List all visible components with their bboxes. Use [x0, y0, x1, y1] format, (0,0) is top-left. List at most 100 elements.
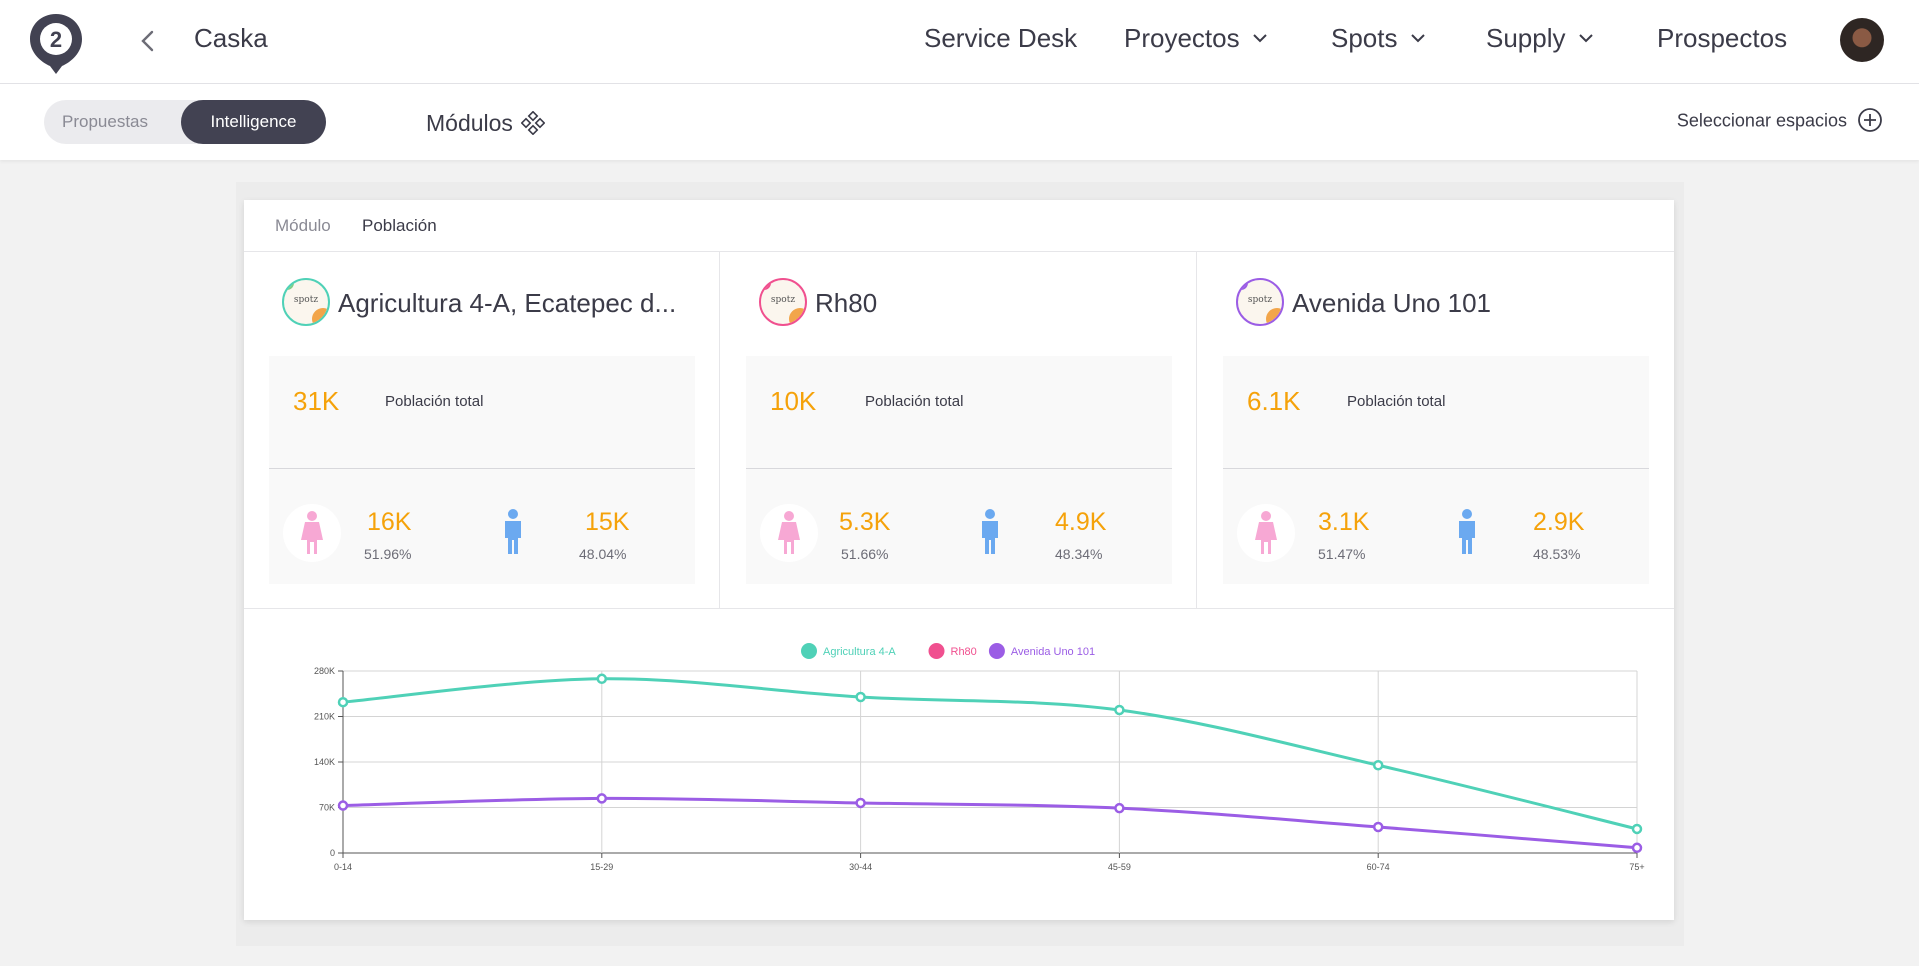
male-icon [1451, 504, 1483, 562]
data-point [1372, 821, 1384, 833]
female-icon [760, 504, 818, 562]
site-name: Rh80 [815, 288, 878, 318]
brand-logo-icon[interactable]: 2 [28, 12, 84, 76]
top-navbar: 2 Caska Service Desk Proyectos Spots Sup… [0, 0, 1919, 84]
select-spaces-button[interactable]: Seleccionar espacios [1676, 108, 1883, 133]
male-value: 15K [585, 508, 630, 536]
modules-icon [520, 110, 546, 136]
x-tick-label: 15-29 [590, 862, 613, 872]
total-population-value: 31K [293, 386, 340, 416]
male-percent: 48.34% [1055, 546, 1103, 562]
data-point [596, 793, 608, 804]
legend-label: Rh80 [951, 646, 977, 658]
add-circle-icon [1858, 108, 1882, 132]
total-population-label: Población total [1347, 393, 1446, 410]
male-value: 4.9K [1055, 508, 1107, 536]
site-logo-text: spotz [293, 295, 319, 305]
y-tick-label: 140K [314, 757, 335, 767]
total-population-label: Población total [385, 393, 484, 410]
female-icon [283, 504, 341, 562]
stats-box: 31K Población total 16K 51.96% 15K 48.04… [269, 356, 695, 584]
stats-box: 10K Población total 5.3K 51.66% 4.9K 48.… [746, 356, 1172, 584]
population-age-chart: Agricultura 4-A Rh80 Avenida Uno 101 0 70K 14… [244, 608, 1674, 920]
female-percent: 51.66% [841, 546, 889, 562]
y-tick-label: 280K [314, 666, 335, 676]
site-logo-text: spotz [770, 295, 796, 305]
total-row: 6.1K Población total [1223, 356, 1649, 469]
sub-toolbar: Propuestas Intelligence Módulos Seleccio… [0, 84, 1919, 160]
chart-svg: Agricultura 4-A Rh80 Avenida Uno 101 0 70K 14… [314, 643, 1645, 872]
male-percent: 48.04% [579, 546, 627, 562]
modules-button[interactable]: Módulos [426, 110, 546, 137]
project-title: Caska [194, 23, 268, 53]
y-tick-label: 70K [319, 803, 335, 813]
legend-label: Agricultura 4-A [823, 646, 896, 658]
data-point [337, 696, 349, 708]
nav-proyectos-label: Proyectos [1124, 23, 1240, 53]
total-population-label: Población total [865, 393, 964, 410]
y-tick-label: 210K [314, 712, 335, 722]
total-population-value: 6.1K [1247, 386, 1301, 416]
male-icon [974, 504, 1006, 562]
x-tick-label: 45-59 [1108, 862, 1131, 872]
nav-supply-label: Supply [1486, 23, 1566, 53]
tab-modulo[interactable]: Módulo [275, 216, 331, 235]
female-percent: 51.96% [364, 546, 412, 562]
data-point [1114, 704, 1125, 716]
data-point [1372, 760, 1384, 771]
module-tabs: Módulo Población [244, 200, 1674, 252]
population-card: Módulo Población spotz Agricultura 4-A, … [244, 200, 1674, 920]
site-column: spotz Agricultura 4-A, Ecatepec d... 31K… [244, 252, 720, 608]
total-row: 10K Población total [746, 356, 1172, 469]
site-name: Agricultura 4-A, Ecatepec d... [338, 288, 677, 318]
data-point [337, 800, 349, 811]
select-spaces-label: Seleccionar espacios [1676, 110, 1847, 131]
nav-supply[interactable]: Supply [1486, 23, 1594, 54]
legend-swatch [928, 643, 945, 659]
toggle-propuestas[interactable]: Propuestas [62, 112, 148, 131]
data-point [855, 797, 866, 809]
nav-prospectos-label: Prospectos [1657, 23, 1788, 53]
site-logo-text: spotz [1247, 295, 1273, 305]
data-point [1631, 842, 1643, 854]
site-logo-icon: spotz [282, 278, 330, 326]
modules-label: Módulos [426, 110, 513, 136]
site-column: spotz Rh80 10K Población total 5.3K 51.6… [721, 252, 1197, 608]
series-line [342, 796, 1638, 850]
nav-spots-label: Spots [1331, 23, 1398, 53]
back-button[interactable] [136, 24, 160, 58]
x-tick-label: 0-14 [334, 862, 352, 872]
data-point [596, 673, 608, 685]
male-value: 2.9K [1533, 508, 1585, 536]
chevron-down-icon [1410, 34, 1425, 43]
nav-service-desk[interactable]: Service Desk [924, 23, 1077, 54]
x-tick-label: 60-74 [1367, 862, 1390, 872]
chevron-down-icon [1578, 34, 1593, 43]
logo-number: 2 [50, 27, 62, 52]
toggle-intelligence[interactable]: Intelligence [181, 100, 326, 144]
legend-label: Avenida Uno 101 [1011, 646, 1095, 658]
series-line [342, 677, 1638, 831]
user-avatar[interactable] [1840, 18, 1884, 62]
site-logo-icon: spotz [1236, 278, 1284, 326]
stats-box: 6.1K Población total 3.1K 51.47% 2.9K 48… [1223, 356, 1649, 584]
female-value: 3.1K [1318, 508, 1370, 536]
nav-proyectos[interactable]: Proyectos [1124, 23, 1268, 54]
total-row: 31K Población total [269, 356, 695, 469]
data-point [1631, 823, 1643, 835]
data-point [1114, 802, 1125, 814]
nav-spots[interactable]: Spots [1331, 23, 1426, 54]
x-tick-label: 75+ [1629, 862, 1644, 872]
chevron-down-icon [1252, 34, 1267, 43]
male-icon [497, 504, 529, 562]
legend-swatch [801, 643, 817, 659]
tab-poblacion[interactable]: Población [362, 216, 437, 235]
total-population-value: 10K [770, 386, 817, 416]
site-logo-icon: spotz [759, 278, 807, 326]
female-icon [1237, 504, 1295, 562]
legend-swatch [988, 643, 1005, 659]
nav-prospectos[interactable]: Prospectos [1657, 23, 1787, 54]
site-name: Avenida Uno 101 [1292, 288, 1492, 318]
site-column: spotz Avenida Uno 101 6.1K Población tot… [1198, 252, 1674, 608]
data-point [855, 691, 866, 703]
